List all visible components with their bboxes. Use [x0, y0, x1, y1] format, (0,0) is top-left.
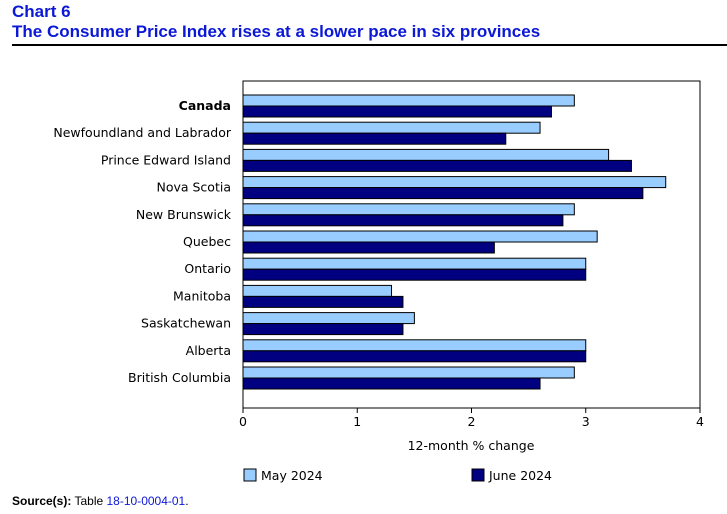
legend-label-may: May 2024	[261, 468, 323, 483]
x-tick-label: 2	[468, 414, 476, 429]
chart-heading: Chart 6 The Consumer Price Index rises a…	[12, 2, 726, 42]
source-label: Source(s):	[12, 494, 72, 508]
category-label: British Columbia	[128, 370, 231, 385]
source-suffix: .	[185, 494, 189, 508]
source-note: Source(s): Table 18-10-0004-01.	[12, 494, 189, 508]
bar-june-3	[242, 187, 644, 200]
x-tick-label: 3	[582, 414, 590, 429]
bar-may-1	[242, 121, 541, 134]
bar-june-7	[242, 295, 404, 308]
category-label: New Brunswick	[136, 207, 232, 222]
bar-june-0	[242, 105, 552, 118]
bar-may-0	[242, 94, 575, 107]
chart-title: The Consumer Price Index rises at a slow…	[12, 22, 541, 41]
category-label: Nova Scotia	[156, 180, 231, 195]
bar-june-6	[242, 268, 587, 281]
category-label: Manitoba	[173, 288, 231, 303]
bar-may-6	[242, 257, 587, 270]
bar-may-8	[242, 312, 415, 325]
category-label: Quebec	[183, 234, 231, 249]
category-label: Newfoundland and Labrador	[53, 125, 231, 140]
bar-june-2	[242, 159, 632, 172]
bar-may-5	[242, 230, 598, 243]
x-tick-label: 4	[696, 414, 704, 429]
bar-may-4	[242, 203, 575, 216]
category-label: Alberta	[186, 343, 231, 358]
chart-number: Chart 6	[12, 2, 71, 21]
source-table-link[interactable]: 18-10-0004-01	[106, 494, 186, 508]
x-axis-label: 12-month % change	[408, 438, 535, 453]
bar-june-9	[242, 350, 587, 363]
source-prefix: Table	[74, 494, 104, 508]
x-tick-label: 1	[353, 414, 361, 429]
bar-may-9	[242, 339, 587, 352]
title-rule	[12, 44, 727, 46]
category-label: Canada	[179, 98, 231, 113]
bar-june-4	[242, 214, 564, 227]
bar-chart: Canada Newfoundland and Labrador Prince Ed…	[53, 80, 704, 483]
category-label: Ontario	[184, 261, 231, 276]
legend-swatch-may	[243, 468, 257, 482]
category-label: Saskatchewan	[141, 316, 231, 331]
bar-may-3	[242, 176, 667, 189]
bar-june-10	[242, 377, 541, 390]
bar-may-2	[242, 148, 610, 161]
bar-june-5	[242, 241, 495, 254]
legend-label-june: June 2024	[488, 468, 552, 483]
legend-swatch-june	[471, 468, 485, 482]
category-label: Prince Edward Island	[101, 152, 231, 167]
bar-june-8	[242, 323, 404, 336]
bar-june-1	[242, 132, 507, 145]
x-tick-label: 0	[239, 414, 247, 429]
bar-may-10	[242, 366, 575, 379]
bar-may-7	[242, 284, 393, 297]
